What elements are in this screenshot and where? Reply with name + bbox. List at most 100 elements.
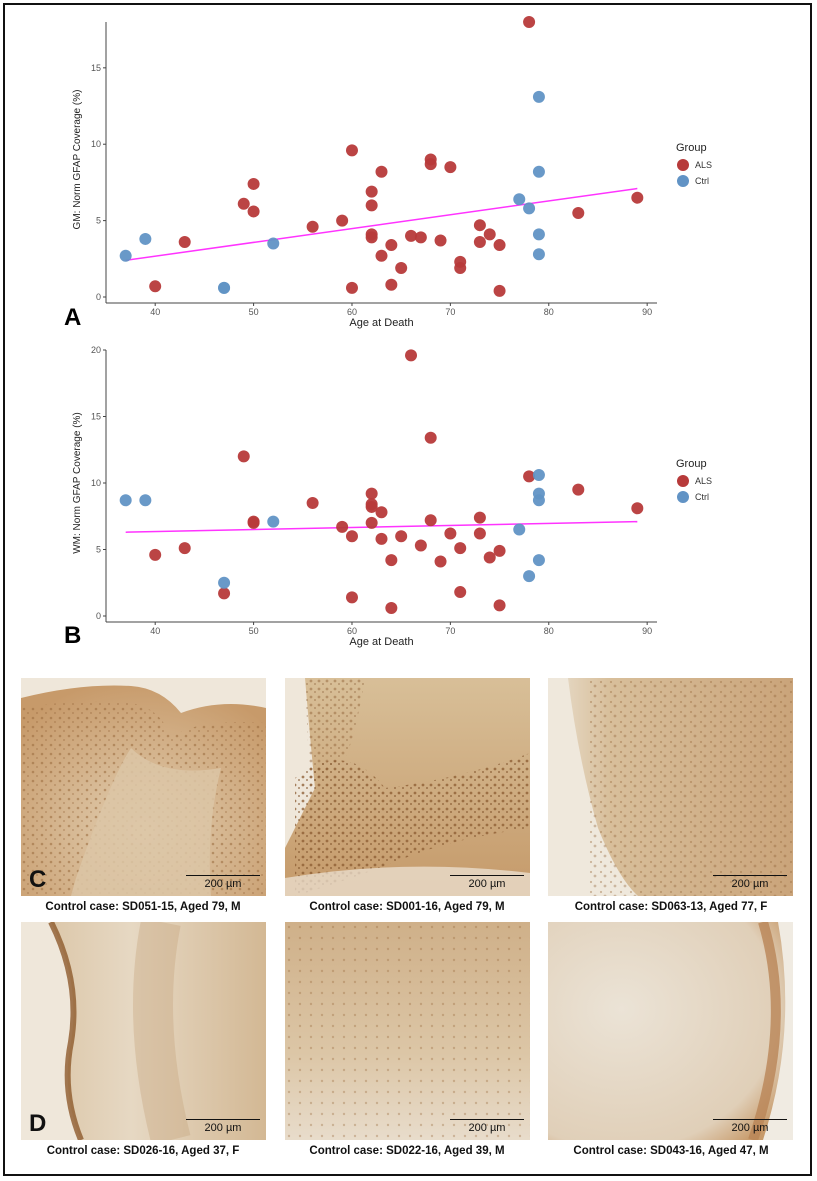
chart-b-point-als xyxy=(523,470,536,483)
chart-a-point-als xyxy=(345,281,358,294)
legend-a-item-als: ALS xyxy=(677,159,712,171)
chart-a-point-ctrl xyxy=(119,249,132,262)
scale-label-1: 200 µm xyxy=(204,878,242,890)
legend-b-title: Group xyxy=(676,458,707,470)
chart-b-point-als xyxy=(483,551,496,564)
chart-b-point-als xyxy=(365,500,378,513)
chart-a-y-axis-label: GM: Norm GFAP Coverage (%) xyxy=(72,90,83,230)
chart-a-point-als xyxy=(306,220,319,233)
chart-b-point-als xyxy=(424,514,437,527)
chart-a-point-als xyxy=(493,239,506,252)
chart-a-point-ctrl xyxy=(139,232,152,245)
chart-b-point-ctrl xyxy=(139,494,152,507)
chart-a-point-als xyxy=(395,261,408,274)
legend-a-title: Group xyxy=(676,142,707,154)
chart-b-point-als xyxy=(405,349,418,362)
micrograph-1: 200 µm xyxy=(21,678,266,896)
chart-b-point-als xyxy=(237,450,250,463)
chart-a-point-als xyxy=(444,161,457,174)
scale-label-4: 200 µm xyxy=(204,1122,242,1134)
chart-a-point-ctrl xyxy=(532,90,545,103)
chart-a-point-als xyxy=(375,165,388,178)
scale-bar-6: 200 µm xyxy=(713,1118,787,1134)
chart-b-point-als xyxy=(434,555,447,568)
chart-a-point-als xyxy=(375,249,388,262)
chart-b-point-als xyxy=(424,431,437,444)
chart-b-point-als xyxy=(385,602,398,615)
chart-b-point-ctrl xyxy=(513,523,526,536)
chart-a-y-tick-label: 5 xyxy=(96,216,101,226)
legend-b-ctrl-swatch xyxy=(677,491,689,503)
chart-a-point-als xyxy=(405,229,418,242)
caption-2: Control case: SD001-16, Aged 79, M xyxy=(309,901,505,913)
legend-a-als-swatch xyxy=(677,159,689,171)
chart-b-point-als xyxy=(473,511,486,524)
chart-b-point-als xyxy=(473,527,486,540)
chart-a-point-als xyxy=(424,158,437,171)
panel-label-d: D xyxy=(29,1110,47,1137)
legend-a-als-label: ALS xyxy=(695,160,713,170)
chart-a-x-axis-label: Age at Death xyxy=(349,317,413,329)
chart-a-y-tick-label: 15 xyxy=(91,63,101,73)
chart-a-point-als xyxy=(473,236,486,248)
chart-b-point-als xyxy=(375,532,388,545)
chart-b-x-tick-label: 80 xyxy=(544,626,554,636)
chart-b-point-ctrl xyxy=(218,576,231,589)
chart-b-point-als xyxy=(385,554,398,567)
chart-b-trend-line xyxy=(125,520,638,533)
legend-a-ctrl-swatch xyxy=(677,175,689,187)
chart-b-x-tick-label: 40 xyxy=(150,626,160,636)
legend-b-als-swatch xyxy=(677,475,689,487)
chart-b: 0 5 10 15 20 40 50 60 70 80 90 Age at Death WM: Norm… xyxy=(72,345,657,648)
tissue-image-3 xyxy=(548,678,793,896)
tissue-image-4 xyxy=(21,922,266,1140)
chart-b-point-als xyxy=(178,542,191,555)
chart-b-x-axis-label: Age at Death xyxy=(349,636,413,648)
caption-1: Control case: SD051-15, Aged 79, M xyxy=(45,901,241,913)
chart-a-x-tick-label: 70 xyxy=(445,307,455,317)
chart-b-x-tick-label: 70 xyxy=(445,626,455,636)
caption-4: Control case: SD026-16, Aged 37, F xyxy=(46,1145,240,1157)
chart-a: 0 5 10 15 40 50 60 70 80 90 Age at Death GM: Norm G… xyxy=(72,16,657,329)
chart-b-point-als xyxy=(345,591,358,604)
chart-b-point-als xyxy=(493,599,506,612)
chart-a-point-als xyxy=(385,239,398,252)
chart-a-point-als xyxy=(345,144,358,157)
chart-b-point-als xyxy=(218,587,231,600)
chart-a-point-als xyxy=(247,205,260,218)
chart-a-point-als xyxy=(336,214,349,227)
caption-5: Control case: SD022-16, Aged 39, M xyxy=(309,1145,505,1157)
micrograph-6: 200 µm xyxy=(548,922,793,1140)
chart-b-point-ctrl xyxy=(532,554,545,567)
chart-b-x-tick-label: 60 xyxy=(347,626,357,636)
panel-label-a: A xyxy=(64,304,82,331)
chart-a-point-als xyxy=(454,261,467,274)
chart-a-point-als xyxy=(385,278,398,291)
chart-b-point-als xyxy=(493,544,506,557)
chart-a-point-als xyxy=(493,284,506,297)
chart-a-point-als xyxy=(237,197,250,210)
chart-a-point-als xyxy=(365,199,378,212)
chart-a-y-tick-label: 10 xyxy=(91,139,101,149)
chart-b-y-tick-label: 20 xyxy=(91,345,101,355)
chart-b-point-als xyxy=(454,586,467,599)
scale-label-5: 200 µm xyxy=(468,1122,506,1134)
scale-bar-4: 200 µm xyxy=(186,1118,260,1134)
micrograph-2: 200 µm xyxy=(285,678,530,896)
chart-b-point-als xyxy=(365,487,378,500)
chart-b-y-tick-label: 10 xyxy=(91,478,101,488)
chart-b-y-tick-label: 5 xyxy=(96,545,101,555)
chart-a-point-als xyxy=(434,234,447,247)
chart-a-point-ctrl xyxy=(532,248,545,261)
scale-label-3: 200 µm xyxy=(731,878,769,890)
chart-a-trend-line xyxy=(125,187,638,262)
chart-b-x-tick-label: 50 xyxy=(249,626,259,636)
chart-b-point-als xyxy=(375,506,388,519)
chart-b-point-als xyxy=(149,548,162,561)
chart-a-point-als xyxy=(149,280,162,293)
chart-a-x-tick-label: 40 xyxy=(150,307,160,317)
chart-a-point-ctrl xyxy=(532,165,545,178)
caption-3: Control case: SD063-13, Aged 77, F xyxy=(574,901,768,913)
chart-b-point-als xyxy=(365,516,378,529)
chart-a-point-als xyxy=(572,206,585,219)
